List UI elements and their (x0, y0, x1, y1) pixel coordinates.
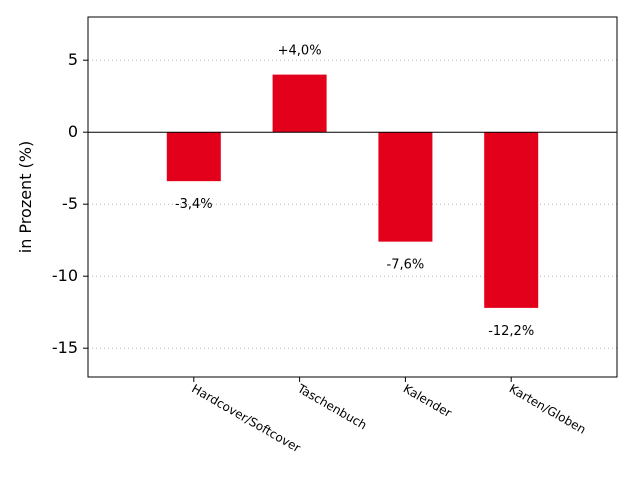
x-tick-label: Karten/Globen (507, 381, 589, 436)
plot-frame (87, 16, 618, 378)
data-label: -12,2% (488, 324, 534, 339)
y-axis-ticks: 5 0 -5 -10 -15 (52, 50, 88, 357)
bar (378, 132, 433, 242)
x-tick-label: Kalender (401, 381, 454, 420)
data-label: -3,4% (175, 197, 213, 212)
y-tick-label: -15 (52, 338, 78, 357)
y-tick-label: -5 (62, 194, 78, 213)
bar (484, 132, 539, 308)
data-label: +4,0% (278, 44, 322, 59)
x-tick-label: Hardcover/Softcover (189, 381, 303, 455)
x-tick-label: Taschenbuch (294, 381, 369, 432)
y-tick-label: 5 (68, 50, 78, 69)
y-tick-label: 0 (68, 122, 78, 141)
bars (166, 74, 539, 308)
bar (166, 132, 221, 182)
data-labels: -3,4% +4,0% -7,6% -12,2% (175, 44, 534, 339)
y-axis-label: in Prozent (%) (16, 141, 35, 253)
y-tick-label: -10 (52, 266, 78, 285)
data-label: -7,6% (387, 258, 425, 273)
bar (272, 74, 327, 133)
